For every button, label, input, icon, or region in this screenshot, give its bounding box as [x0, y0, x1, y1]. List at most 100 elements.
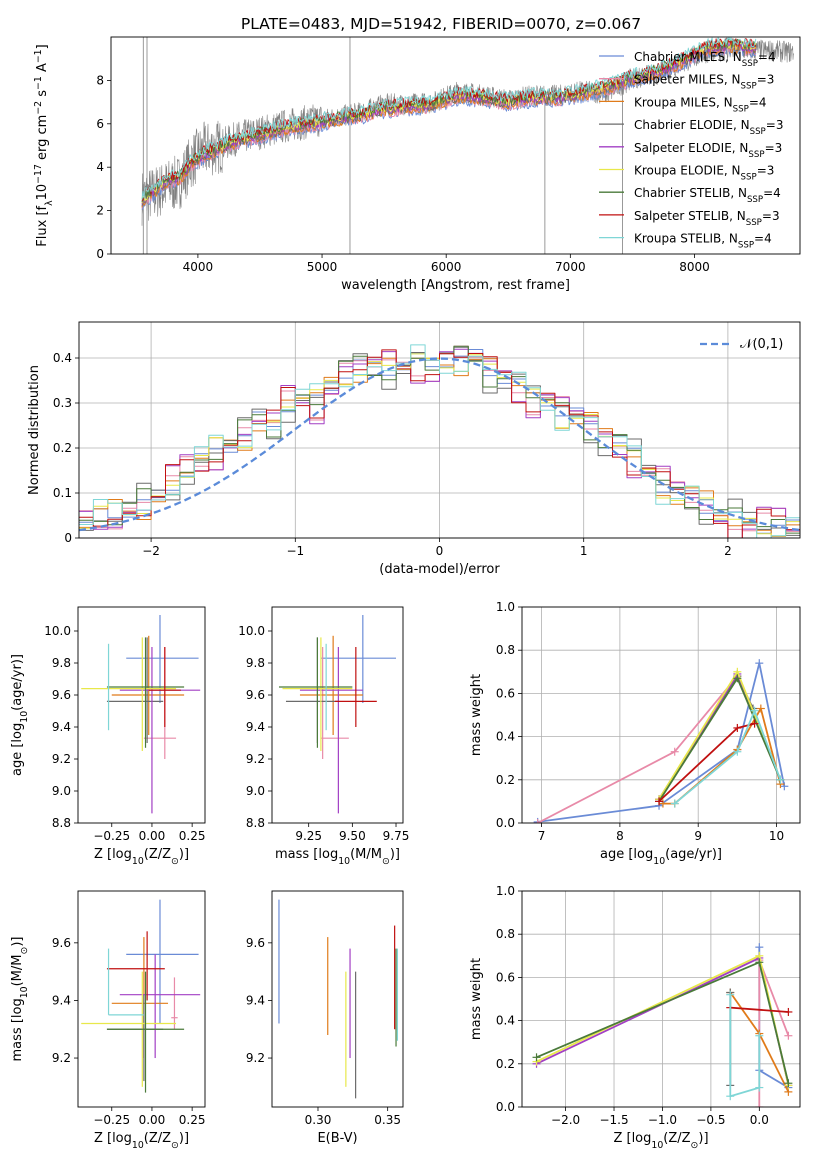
mass_weight_vs_Z-frame	[521, 890, 801, 1108]
legend-label-chabrier_stelib: Chabrier STELIB, NSSP=4	[634, 186, 781, 205]
age_vs_mass-frame	[271, 606, 404, 824]
weight-line-salpeter_miles	[537, 675, 739, 823]
legend-label-chabrier_elodie-part: Chabrier ELODIE, N	[634, 118, 750, 132]
legend-label-chabrier_stelib-part: Chabrier STELIB, N	[634, 186, 747, 200]
mass_weight_vs_Z-xlabel-part: Z [log	[613, 1131, 651, 1146]
legend-label-kroupa_miles: Kroupa MILES, NSSP=4	[634, 95, 767, 114]
age_vs_Z-xtick-label: −0.25	[93, 829, 130, 843]
residuals-ytick-label: 0.3	[53, 396, 72, 410]
mass_weight_vs_age-xtick-label: 8	[616, 829, 624, 843]
mass_weight_vs_Z-xlabel-part: (Z/Z	[663, 1131, 690, 1146]
age_vs_mass-xlabel: mass [log10(M/M⊙)]	[275, 847, 400, 867]
mass_vs_Z-xlabel-part: Z [log	[94, 1131, 132, 1146]
mass_vs_Z-ylabel-part: 10	[19, 986, 30, 998]
legend-label-chabrier_miles-part: SSP	[742, 59, 758, 69]
spectrum-ytick-label: 0	[96, 247, 104, 261]
legend-label-chabrier_elodie-part: SSP	[750, 127, 766, 137]
residuals-plot-area	[79, 344, 800, 538]
mass_weight_vs_Z-ytick-label: 1.0	[496, 884, 515, 898]
mass_vs_ebv-xtick-label: 0.30	[305, 1113, 332, 1127]
mass_vs_Z-xtick-label: 0.00	[139, 1113, 166, 1127]
legend-label-chabrier_miles-part: Chabrier MILES, N	[634, 50, 742, 64]
spectrum-ylabel-part: Flux [f	[35, 205, 50, 246]
spectrum-xtick-label: 7000	[555, 260, 586, 274]
mass_vs_Z-xlabel-part: )]	[179, 1131, 189, 1146]
age_vs_Z-ytick-label: 9.8	[52, 656, 71, 670]
mass_vs_ebv-xlabel-part: E(B-V)	[317, 1131, 357, 1146]
legend-label-kroupa_stelib-part: SSP	[738, 241, 754, 251]
mass_vs_Z-xlabel-part: (Z/Z	[144, 1131, 171, 1146]
mass_weight_vs_age-xlabel-part: 10	[653, 856, 665, 867]
mass_weight_vs_Z-xtick-label: −1.5	[599, 1113, 628, 1127]
legend-label-kroupa_miles-part: =4	[749, 95, 767, 109]
legend-label-kroupa_elodie-part: Kroupa ELODIE, N	[634, 164, 741, 178]
legend-label-salpeter_elodie-part: SSP	[748, 150, 764, 160]
legend-label-salpeter_miles-part: SSP	[741, 82, 757, 92]
mass_vs_Z-xtick-label: −0.25	[93, 1113, 130, 1127]
mass_weight_vs_age-ytick-label: 0.6	[496, 686, 515, 700]
residuals-xlabel-part: (data-model)/error	[379, 562, 500, 577]
legend-label-salpeter_stelib-part: Salpeter STELIB, N	[634, 209, 746, 223]
age_vs_Z-xlabel-part: (Z/Z	[144, 847, 171, 862]
mass_vs_Z-ylabel-part: mass [log	[10, 998, 25, 1061]
mass_vs_Z-xlabel-part: ⊙	[171, 1140, 179, 1151]
age_vs_mass-axes: 9.25 9.50 9.75 8.8 9.0 9.2 9.4 9.6 9.8 10.0 mass […	[238, 606, 409, 867]
spectrum-xtick-label: 8000	[679, 260, 710, 274]
spectrum-xlabel: wavelength [Angstrom, rest frame]	[341, 278, 570, 293]
histogram-kroupa_stelib	[79, 344, 800, 538]
spectrum-xtick-label: 5000	[307, 260, 338, 274]
spectrum-xtick-label: 4000	[183, 260, 214, 274]
age_vs_Z-xlabel: Z [log10(Z/Z⊙)]	[94, 847, 189, 867]
mass_vs_ebv-axes: 0.30 0.35 9.2 9.4 9.6 E(B-V)	[246, 890, 404, 1146]
mass_weight_vs_age-xlabel-part: (age/yr)]	[665, 847, 722, 862]
legend-label-kroupa_elodie-part: SSP	[741, 173, 757, 183]
spectrum-ylabel-part: 10	[35, 184, 50, 201]
mass_weight_vs_age-ytick-label: 0.8	[496, 643, 515, 657]
mass_weight_vs_age-ytick-label: 0.0	[496, 816, 515, 830]
residuals-axes: −2 −1 0 1 2 0 0.1 0.2 0.3 0.4 (data-model)/error No…	[27, 321, 801, 577]
residuals-xlabel: (data-model)/error	[379, 562, 500, 577]
mass_weight_vs_Z-xlabel-part: ⊙	[691, 1140, 699, 1151]
age_vs_Z-ylabel-part: (age/yr)]	[10, 654, 25, 711]
spectrum-ylabel-part: erg cm	[35, 115, 50, 164]
spectrum-xtick-label: 6000	[431, 260, 462, 274]
age_vs_mass-plot-area	[278, 615, 397, 814]
legend-label-chabrier_stelib-part: SSP	[747, 195, 763, 205]
mass_weight_vs_Z-xtick-label: 0.0	[750, 1113, 769, 1127]
mass_vs_Z-axes: −0.25 0.00 0.259.29.49.6Z [log10(Z/Z⊙)]mas…	[10, 890, 205, 1151]
age_vs_mass-xtick-label: 9.25	[295, 829, 322, 843]
spectrum-frame	[110, 36, 801, 255]
mass_weight_vs_age-xlabel: age [log10(age/yr)]	[600, 847, 722, 867]
legend-label-chabrier_stelib-part: =4	[763, 186, 781, 200]
residuals-ytick-label: 0.4	[53, 351, 72, 365]
legend-label-kroupa_stelib: Kroupa STELIB, NSSP=4	[634, 232, 772, 251]
legend-label-kroupa_stelib-part: Kroupa STELIB, N	[634, 232, 738, 246]
mass_vs_Z-plot-area	[81, 899, 201, 1093]
mass_vs_Z-ytick-label: 9.4	[52, 993, 71, 1007]
age_vs_Z-ylabel-part: age [log	[10, 723, 25, 776]
spectrum-ytick-label: 6	[96, 117, 104, 131]
residuals-ytick-label: 0	[64, 531, 72, 545]
spectrum-ylabel-part: −2	[33, 101, 44, 115]
mass_vs_ebv-frame	[271, 890, 404, 1108]
age_vs_Z-xlabel-part: )]	[179, 847, 189, 862]
mass_vs_Z-ylabel-part: (M/M	[10, 955, 25, 987]
legend-label-salpeter_elodie-part: Salpeter ELODIE, N	[634, 141, 748, 155]
spectrum-ylabel-part: A	[35, 63, 50, 76]
normal-curve	[79, 357, 800, 532]
spectrum-plot-area	[141, 37, 795, 254]
model-spectrum-salpeter_stelib	[141, 37, 757, 202]
mass_vs_Z-ytick-label: 9.2	[52, 1051, 71, 1065]
mass_weight_vs_Z-ytick-label: 0.8	[496, 927, 515, 941]
spectrum-ylabel-part: −1	[33, 49, 44, 63]
mass_weight_vs_age-ylabel: mass weight	[469, 674, 484, 756]
age_vs_mass-xlabel-part: (M/M	[350, 847, 382, 862]
mass_weight_vs_Z-xtick-label: −0.5	[696, 1113, 725, 1127]
mass_vs_ebv-xtick-label: 0.35	[374, 1113, 401, 1127]
mass_weight_vs_age-plot-area	[533, 659, 789, 823]
age_vs_Z-xlabel-part: ⊙	[171, 856, 179, 867]
residuals-ylabel-part: Normed distribution	[27, 365, 42, 495]
mass_vs_Z-ylabel-part: ⊙	[19, 947, 30, 955]
mass_weight_vs_Z-ytick-label: 0.4	[496, 1014, 515, 1028]
